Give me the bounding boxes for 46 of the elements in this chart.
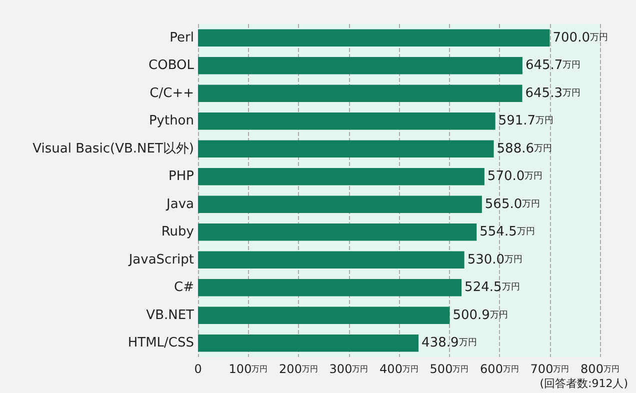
- y-tick-label: PHP: [168, 169, 194, 184]
- data-label: 500.9万円: [452, 308, 508, 323]
- data-label: 570.0万円: [487, 169, 543, 184]
- bar: [198, 140, 494, 158]
- data-label: 645.3万円: [525, 86, 580, 101]
- bar: [198, 251, 464, 268]
- x-tick-label: 800万円: [580, 362, 620, 376]
- data-label: 700.0万円: [552, 30, 608, 46]
- x-tick-label: 700万円: [530, 362, 570, 376]
- x-tick-label: 400万円: [380, 362, 418, 376]
- data-label: 591.7万円: [498, 114, 554, 129]
- y-tick-label: Python: [148, 114, 194, 129]
- bar: [198, 224, 477, 241]
- bar: [198, 196, 482, 213]
- y-tick-label: Perl: [170, 30, 194, 46]
- data-label: 554.5万円: [480, 224, 535, 240]
- bar: [198, 84, 522, 102]
- bar: [198, 306, 450, 324]
- y-tick-label: Java: [166, 196, 194, 212]
- y-tick-label: COBOL: [148, 58, 195, 74]
- bar: [198, 29, 550, 46]
- data-label: 524.5万円: [464, 280, 520, 296]
- x-tick-label: 0: [194, 362, 202, 376]
- text: (回答者数:912人): [540, 376, 628, 391]
- x-tick-label: 200万円: [279, 362, 318, 376]
- data-label: 438.9万円: [422, 336, 477, 351]
- x-tick-label: 100万円: [228, 362, 268, 376]
- bar: [198, 168, 484, 186]
- y-tick-label: Ruby: [161, 224, 194, 240]
- y-tick-label: C/C++: [150, 86, 194, 101]
- data-label: 645.7万円: [525, 58, 581, 74]
- bar: [198, 279, 462, 296]
- data-label: 530.0万円: [467, 252, 523, 268]
- y-tick-label: JavaScript: [128, 252, 194, 268]
- x-tick-label: 500万円: [430, 362, 469, 376]
- y-tick-label: C#: [174, 280, 194, 296]
- y-tick-label: HTML/CSS: [128, 336, 194, 351]
- data-label: 565.0万円: [484, 196, 540, 212]
- x-tick-label: 600万円: [480, 362, 519, 376]
- y-tick-label: VB.NET: [146, 308, 194, 323]
- bar: [198, 334, 419, 352]
- bar: [198, 57, 522, 74]
- y-tick-label: Visual Basic(VB.NET以外): [32, 141, 194, 156]
- bar: [198, 112, 496, 130]
- x-tick-label: 300万円: [329, 362, 368, 376]
- data-label: 588.6万円: [496, 141, 552, 156]
